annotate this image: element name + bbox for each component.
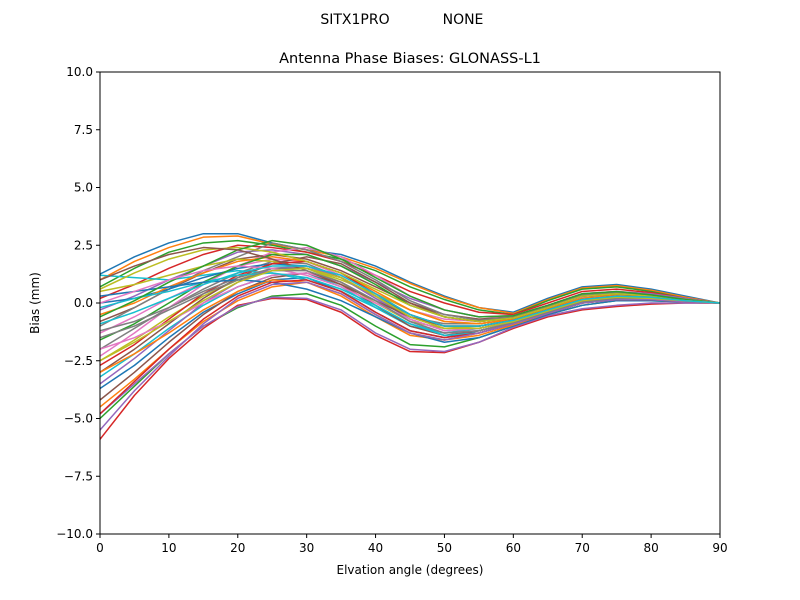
x-axis-label: Elvation angle (degrees) xyxy=(337,563,484,577)
series-line-2 xyxy=(100,235,720,315)
series-line-35 xyxy=(100,281,720,431)
x-tick-label: 40 xyxy=(368,541,383,555)
suptitle-left: SITX1PRO xyxy=(320,12,389,28)
series-group xyxy=(100,232,720,441)
y-tick-label: −5.0 xyxy=(64,412,93,426)
y-tick-label: 5.0 xyxy=(74,181,93,195)
x-tick-label: 10 xyxy=(161,541,176,555)
y-axis-label: Bias (mm) xyxy=(28,272,42,334)
series-line-3 xyxy=(100,239,720,316)
series-line-39 xyxy=(100,267,720,362)
y-tick-label: −2.5 xyxy=(64,354,93,368)
axis-layer: 0 10 20 30 40 50 60 70 80 90 10.0 7.5 5.0 2.5 0.0 −2.5 −… xyxy=(56,65,727,555)
x-tick-label: 80 xyxy=(643,541,658,555)
series-line-1 xyxy=(100,232,720,313)
series-line-29 xyxy=(100,246,720,323)
x-tick-label: 30 xyxy=(299,541,314,555)
series-layer xyxy=(100,232,720,441)
y-tick-label: 10.0 xyxy=(66,65,93,79)
series-line-22 xyxy=(100,256,720,325)
series-line-4 xyxy=(100,244,720,316)
x-tick-label: 70 xyxy=(575,541,590,555)
y-tick-label: 7.5 xyxy=(74,123,93,137)
y-tick-label: 2.5 xyxy=(74,238,93,252)
y-tick-label: 0.0 xyxy=(74,296,93,310)
x-tick-label: 0 xyxy=(96,541,104,555)
series-line-15 xyxy=(100,296,720,415)
x-tick-label: 50 xyxy=(437,541,452,555)
y-tick-label: −7.5 xyxy=(64,469,93,483)
series-line-40 xyxy=(100,265,720,327)
suptitle-right: NONE xyxy=(443,12,484,28)
x-tick-label: 20 xyxy=(230,541,245,555)
plot-frame xyxy=(99,71,721,535)
x-tick-label: 90 xyxy=(712,541,727,555)
chart-title: Antenna Phase Biases: GLONASS-L1 xyxy=(279,51,541,67)
y-tick-label: −10.0 xyxy=(56,527,93,541)
series-line-38 xyxy=(100,269,720,339)
series-line-33 xyxy=(100,239,720,318)
series-line-14 xyxy=(100,297,720,441)
x-tick-label: 60 xyxy=(506,541,521,555)
